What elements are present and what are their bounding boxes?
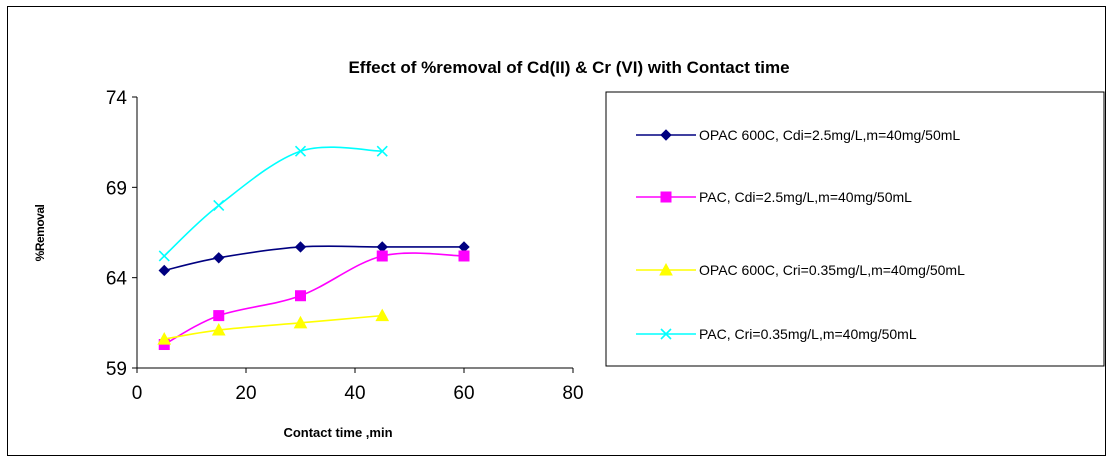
series-line-opac-cr: [164, 314, 383, 340]
series-lines: [163, 146, 465, 346]
data-point-opac-cr: [157, 332, 172, 345]
legend-marker-opac-cd: [660, 129, 672, 141]
data-point-pac-cd: [376, 250, 388, 262]
legend-entries: OPAC 600C, Cdi=2.5mg/L,m=40mg/50mL PAC, C…: [636, 127, 965, 342]
series-line-pac-cr: [163, 146, 383, 257]
data-point-pac-cr: [158, 250, 170, 262]
data-point-opac-cd: [213, 252, 225, 264]
chart-area: Effect of %removal of Cd(II) & Cr (VI) w…: [7, 6, 1106, 456]
axis-ticks: 59 64 69 74 0 20 40 60 80: [106, 88, 584, 404]
legend: OPAC 600C, Cdi=2.5mg/L,m=40mg/50mL PAC, C…: [605, 91, 1105, 367]
x-tick-label: 20: [235, 383, 256, 404]
x-tick-label: 80: [562, 383, 583, 404]
y-tick-label: 74: [106, 88, 128, 109]
legend-label-pac-cd: PAC, Cdi=2.5mg/L,m=40mg/50mL: [699, 189, 912, 205]
data-point-pac-cd: [458, 250, 470, 262]
legend-label-opac-cd: OPAC 600C, Cdi=2.5mg/L,m=40mg/50mL: [699, 127, 960, 143]
data-point-opac-cd: [294, 241, 307, 253]
data-point-pac-cr: [213, 199, 225, 211]
legend-marker-pac-cr: [660, 328, 672, 340]
data-point-pac-cd: [295, 290, 306, 302]
plot-area: 59 64 69 74 0 20 40 60 80: [106, 88, 584, 404]
legend-marker-pac-cd: [660, 191, 672, 203]
legend-box: [605, 91, 1105, 367]
data-point-opac-cr: [211, 323, 226, 336]
y-tick-label: 59: [106, 359, 127, 380]
legend-marker-opac-cr: [659, 262, 673, 276]
chart-title: Effect of %removal of Cd(II) & Cr (VI) w…: [348, 58, 789, 77]
x-tick-label: 0: [132, 383, 143, 404]
x-tick-label: 60: [453, 383, 474, 404]
x-axis-label: Contact time ,min: [283, 425, 392, 440]
series-line-opac-cd: [164, 245, 464, 272]
data-point-pac-cr: [376, 145, 388, 157]
series-markers: [157, 145, 470, 351]
data-point-opac-cd: [158, 264, 170, 277]
data-point-pac-cd: [213, 310, 225, 322]
data-point-opac-cr: [375, 308, 390, 322]
y-axis-label: %Removal: [33, 204, 47, 261]
legend-label-pac-cr: PAC, Cri=0.35mg/L,m=40mg/50mL: [699, 326, 917, 342]
y-tick-label: 64: [106, 269, 128, 290]
x-tick-label: 40: [344, 383, 365, 404]
data-point-pac-cr: [294, 145, 307, 157]
chart-svg: Effect of %removal of Cd(II) & Cr (VI) w…: [33, 58, 1105, 440]
data-point-opac-cr: [293, 315, 308, 329]
data-point-opac-cd: [458, 241, 470, 253]
y-tick-label: 69: [106, 178, 127, 199]
legend-label-opac-cr: OPAC 600C, Cri=0.35mg/L,m=40mg/50mL: [699, 262, 965, 278]
data-point-opac-cd: [376, 241, 388, 253]
